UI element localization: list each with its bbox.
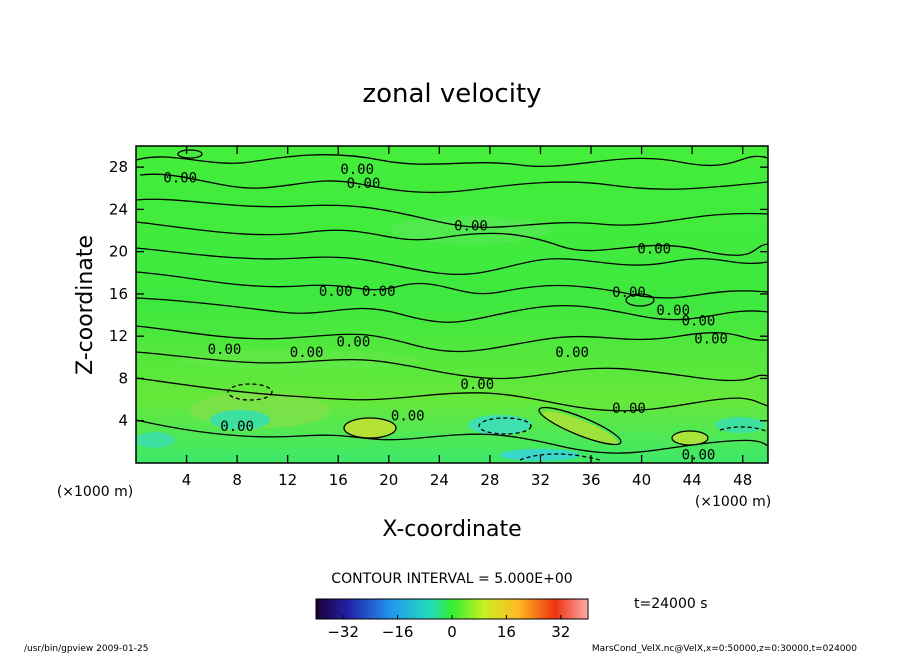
x-axis-title: X-coordinate xyxy=(382,517,521,542)
footer-right: MarsCond_VelX.nc@VelX,x=0:50000,z=0:3000… xyxy=(592,644,857,654)
contour-line xyxy=(719,426,768,433)
contour-label: 0.00 xyxy=(340,162,374,178)
contour-line xyxy=(227,383,273,401)
field-patch xyxy=(210,410,270,430)
contour-label: 0.00 xyxy=(656,303,690,319)
contour-label: 0.00 xyxy=(391,408,425,424)
field-patch xyxy=(542,411,618,445)
contour-label: 0.00 xyxy=(454,218,488,234)
field-patch xyxy=(344,418,396,438)
x-unit-right: (×1000 m) xyxy=(695,494,771,510)
x-tick-label: 48 xyxy=(733,471,752,489)
chart-title: zonal velocity xyxy=(362,79,541,109)
y-tick-label: 12 xyxy=(109,327,128,345)
x-tick-label: 32 xyxy=(531,471,550,489)
contour-label: 0.00 xyxy=(555,345,589,361)
y-tick-label: 4 xyxy=(118,412,128,430)
field-patch xyxy=(468,415,532,435)
colorbar-tick-label: −32 xyxy=(327,623,359,641)
y-tick-label: 20 xyxy=(109,243,128,261)
contour-label: 0.00 xyxy=(460,377,494,393)
x-tick-label: 4 xyxy=(182,471,192,489)
plot-frame xyxy=(135,145,769,464)
contour-line xyxy=(538,406,622,446)
x-tick-label: 16 xyxy=(329,471,348,489)
contour-label: 0.00 xyxy=(290,345,324,361)
field-patch xyxy=(180,350,420,370)
colorbar: −32 −16 0 16 32 xyxy=(315,598,589,641)
contour-label: 0.00 xyxy=(163,171,197,187)
field-patch xyxy=(390,216,550,244)
contour-line xyxy=(136,247,768,276)
y-tick-label: 16 xyxy=(109,285,128,303)
contour-label: 0.00 xyxy=(220,419,254,435)
contour-line xyxy=(343,417,397,439)
x-unit-left: (×1000 m) xyxy=(57,484,133,500)
contour-line xyxy=(478,417,532,435)
field-patch xyxy=(672,431,708,445)
colorbar-ticks: −32 −16 0 16 32 xyxy=(327,615,570,641)
x-tick-label: 36 xyxy=(581,471,600,489)
y-tick-label: 8 xyxy=(118,369,128,387)
contour-line xyxy=(136,221,768,256)
y-tick-label: 24 xyxy=(109,200,128,218)
field-patch xyxy=(136,432,175,448)
field-patch xyxy=(715,417,765,433)
contour-label: 0.00 xyxy=(612,401,646,417)
time-label: t=24000 s xyxy=(634,596,708,612)
plot-area: 0.00 0.000.000.000.000.00 0.00 0.000.000.00… xyxy=(109,145,769,489)
contour-line xyxy=(177,149,203,159)
y-axis-title: Z-coordinate xyxy=(73,235,98,375)
contour-line xyxy=(136,325,768,353)
x-tick-label: 12 xyxy=(278,471,297,489)
x-tick-label: 8 xyxy=(232,471,242,489)
colorbar-tick-label: −16 xyxy=(382,623,414,641)
contour-line xyxy=(136,271,768,299)
footer-left: /usr/bin/gpview 2009-01-25 xyxy=(24,644,148,654)
contour-label: 0.00 xyxy=(347,176,381,192)
contour-line xyxy=(136,154,768,168)
contour-label: 0.00 xyxy=(682,448,716,464)
contour-lines xyxy=(136,149,768,461)
x-tick-label: 20 xyxy=(379,471,398,489)
colorbar-tick-label: 32 xyxy=(551,623,570,641)
x-tick-label: 24 xyxy=(430,471,449,489)
contour-line xyxy=(136,297,768,323)
y-tick-label: 28 xyxy=(109,158,128,176)
contour-interval: CONTOUR INTERVAL = 5.000E+00 xyxy=(331,571,572,587)
contour-line xyxy=(136,377,768,412)
contour-label: 0.00 xyxy=(694,331,728,347)
contour-line xyxy=(625,293,655,307)
colorbar-tick-label: 16 xyxy=(497,623,516,641)
x-tick-label: 40 xyxy=(632,471,651,489)
contour-label: 0.00 xyxy=(362,284,396,300)
contour-line xyxy=(139,173,768,194)
x-tick-label: 44 xyxy=(683,471,702,489)
contour-label: 0.00 xyxy=(682,313,716,329)
colorbar-tick-label: 0 xyxy=(447,623,457,641)
contour-label: 0.00 xyxy=(637,241,671,257)
x-tick-label: 28 xyxy=(480,471,499,489)
contour-line xyxy=(136,198,768,229)
contour-line xyxy=(136,351,768,382)
contour-label: 0.00 xyxy=(208,342,242,358)
contour-label: 0.00 xyxy=(612,285,646,301)
contour-label: 0.00 xyxy=(319,284,353,300)
contour-label: 0.00 xyxy=(337,334,371,350)
contour-labels: 0.00 0.000.000.000.000.00 0.00 0.000.000.00… xyxy=(163,162,728,463)
contour-line xyxy=(671,430,709,446)
